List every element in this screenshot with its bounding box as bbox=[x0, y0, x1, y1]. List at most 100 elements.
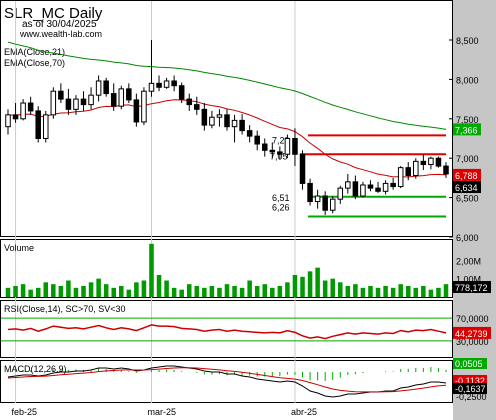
volume-bar bbox=[81, 286, 86, 297]
candle-body bbox=[80, 98, 87, 106]
level-label: 6,51 bbox=[272, 193, 290, 203]
volume-label: Volume bbox=[4, 243, 34, 253]
volume-bar bbox=[13, 286, 18, 297]
macd-tag-text: 0,0505 bbox=[455, 359, 483, 369]
candle-body bbox=[375, 187, 381, 192]
volume-bar bbox=[375, 287, 381, 297]
volume-tag bbox=[453, 281, 491, 293]
volume-bar bbox=[217, 287, 222, 297]
volume-bar bbox=[300, 276, 305, 297]
candle-body bbox=[367, 184, 374, 189]
x-axis-label: abr-25 bbox=[291, 407, 317, 417]
volume-bar bbox=[149, 243, 154, 297]
volume-bar bbox=[43, 282, 49, 297]
candle-body bbox=[194, 104, 200, 110]
candle-body bbox=[186, 98, 193, 106]
candle-body bbox=[382, 182, 389, 192]
price-ytick-label: 7,000 bbox=[456, 154, 479, 164]
candle-body bbox=[345, 181, 351, 189]
price-tag-text: 7,366 bbox=[455, 125, 478, 135]
volume-bar bbox=[405, 286, 411, 297]
x-axis-label: feb-25 bbox=[12, 407, 38, 417]
ema70-line bbox=[7, 41, 447, 130]
volume-bar bbox=[156, 275, 162, 297]
price-ytick-label: 6,000 bbox=[456, 233, 479, 243]
rsi-series bbox=[1, 317, 452, 342]
volume-bar bbox=[20, 284, 26, 297]
candle-body bbox=[435, 157, 442, 167]
price-tag-text: 6,634 bbox=[455, 183, 478, 193]
volume-bar bbox=[353, 284, 358, 297]
candle-body bbox=[103, 80, 109, 95]
candle-body bbox=[42, 114, 49, 139]
candle-body bbox=[110, 93, 117, 107]
volume-bar bbox=[247, 280, 252, 297]
volume-bar bbox=[5, 287, 11, 297]
volume-bar bbox=[270, 287, 275, 297]
macd-pane-border bbox=[0, 360, 453, 403]
candle-body bbox=[65, 98, 72, 110]
price-tag bbox=[453, 181, 481, 194]
candle-body bbox=[239, 119, 245, 132]
volume-bar bbox=[224, 284, 230, 297]
candle-body bbox=[420, 160, 427, 166]
candle-body bbox=[261, 143, 268, 151]
rsi-tag bbox=[453, 326, 491, 339]
price-tag bbox=[453, 123, 481, 136]
candle-body bbox=[27, 102, 34, 112]
volume-bar bbox=[254, 286, 260, 297]
rsi-label: RSI(Close,14), SC>70, SV<30 bbox=[4, 304, 126, 314]
macd-tag-text: -0,1637 bbox=[455, 384, 486, 394]
candle-body bbox=[88, 94, 94, 106]
candle-body bbox=[246, 130, 253, 137]
volume-bar bbox=[383, 286, 388, 297]
volume-bar bbox=[171, 287, 177, 297]
volume-ytick-label: 1,00M bbox=[456, 275, 481, 285]
volume-bar bbox=[368, 286, 373, 297]
candle-body bbox=[443, 165, 449, 175]
candle-body bbox=[5, 114, 11, 128]
candle-body bbox=[224, 114, 230, 128]
chart-subtitle: as of 30/04/2025 bbox=[22, 19, 97, 30]
volume-bar bbox=[119, 286, 124, 297]
volume-bar bbox=[322, 280, 328, 297]
candle-body bbox=[231, 119, 238, 128]
volume-bar bbox=[28, 289, 33, 297]
volume-bar bbox=[360, 287, 366, 297]
volume-bar bbox=[338, 282, 343, 297]
macd-tag bbox=[453, 383, 487, 394]
candle-body bbox=[352, 181, 359, 197]
volume-series bbox=[5, 243, 449, 297]
price-series: 7,29 7,05 6,516,26 bbox=[5, 40, 449, 218]
candle-body bbox=[337, 187, 344, 200]
volume-bar bbox=[164, 280, 169, 297]
volume-bar bbox=[315, 267, 320, 297]
candle-body bbox=[12, 114, 19, 120]
macd-ytick-label: -0,2500 bbox=[456, 392, 487, 402]
candle-body bbox=[254, 135, 260, 145]
volume-bar bbox=[307, 271, 313, 297]
candle-body bbox=[284, 138, 291, 155]
volume-bar bbox=[103, 284, 109, 297]
rsi-tag-text: 44,2739 bbox=[455, 329, 488, 339]
volume-bar bbox=[126, 289, 132, 297]
candle-body bbox=[141, 90, 147, 123]
volume-bar bbox=[345, 286, 351, 297]
macd-tag-text: -0,1132 bbox=[455, 376, 485, 386]
volume-bar bbox=[232, 286, 237, 297]
volume-bar bbox=[330, 278, 335, 297]
price-ytick-label: 8,500 bbox=[456, 36, 479, 46]
level-label: 6,26 bbox=[272, 203, 290, 213]
chart-title: SLR_MC Daily bbox=[4, 5, 103, 22]
candle-body bbox=[428, 157, 434, 166]
rsi-ytick-label: 70,0000 bbox=[456, 314, 489, 324]
volume-pane-border bbox=[0, 239, 453, 298]
candle-body bbox=[178, 85, 185, 100]
volume-bar bbox=[239, 287, 245, 297]
macd-label: MACD(12,26,9) bbox=[4, 364, 67, 374]
volume-bar bbox=[186, 284, 192, 297]
volume-bar bbox=[443, 284, 449, 297]
candle-body bbox=[314, 195, 321, 203]
volume-bar bbox=[262, 284, 268, 297]
